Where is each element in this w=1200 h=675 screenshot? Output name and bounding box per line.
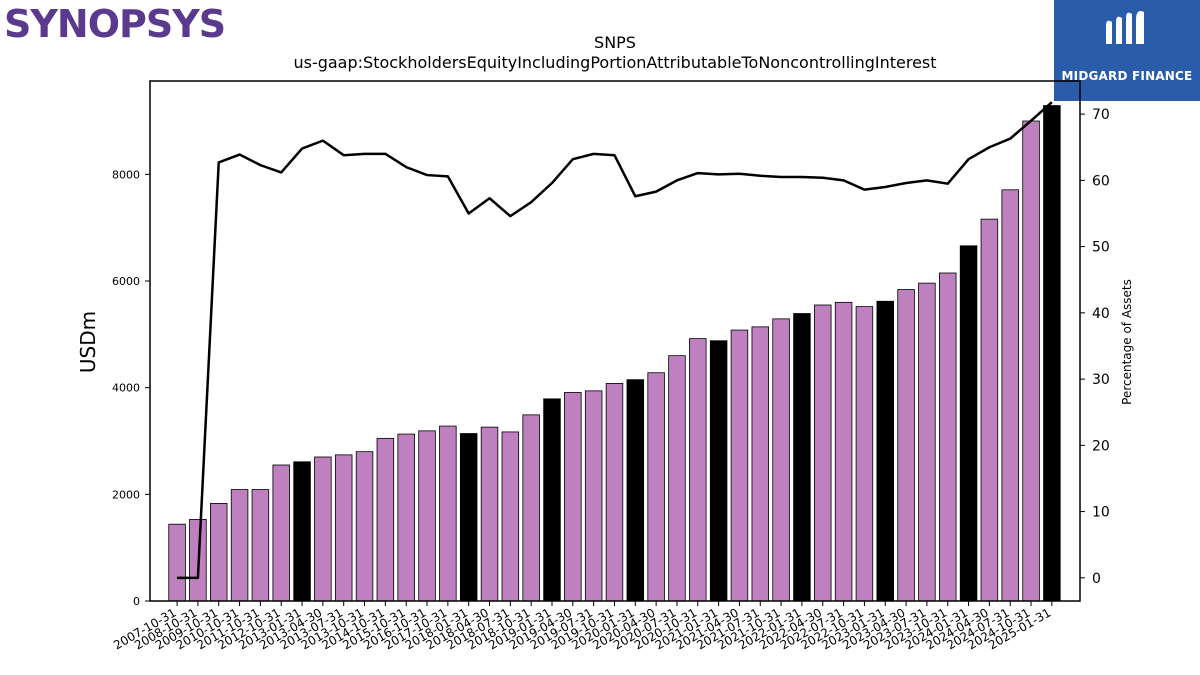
bar-2022-07-31 [834, 301, 853, 602]
bar-2019-07-31 [584, 390, 603, 602]
bar-2022-01-31 [793, 313, 811, 602]
y-tick-label: 4000 [112, 382, 140, 395]
midgard-logo-text: MIDGARD FINANCE [1061, 69, 1193, 83]
bar-2009-10-31 [210, 502, 228, 602]
bar-2013-10-31 [355, 451, 374, 602]
midgard-logo-mark-icon [1104, 11, 1146, 50]
bar-2023-04-30 [897, 289, 915, 602]
y2-axis-label: Percentage of Assets [1120, 279, 1134, 405]
bar-2024-07-31 [1001, 189, 1019, 602]
bar-2012-10-31 [272, 464, 290, 602]
bar-2022-10-31 [855, 306, 874, 602]
bar-2025-01-31 [1043, 105, 1061, 602]
synopsys-logo: SYNOPSYS [4, 2, 226, 46]
bar-2018-07-31 [501, 431, 520, 602]
plot-frame [149, 80, 1081, 602]
bar-2013-01-31 [293, 461, 311, 602]
bar-2020-10-31 [689, 338, 707, 602]
chart-subtitle: us-gaap:StockholdersEquityIncludingPorti… [293, 53, 936, 72]
bar-2013-07-31 [334, 454, 353, 602]
bar-2021-07-31 [751, 326, 770, 602]
bar-2018-01-31 [459, 433, 478, 602]
bar-2017-10-31 [439, 425, 457, 602]
bar-2018-10-31 [522, 414, 540, 602]
bar-2022-04-30 [814, 304, 832, 602]
bar-2019-04-30 [564, 392, 582, 602]
y2-tick-label: 10 [1092, 505, 1110, 521]
y2-tick-label: 40 [1092, 306, 1110, 322]
y2-tick-label: 30 [1092, 372, 1110, 388]
bar-2020-01-31 [626, 379, 645, 602]
bar-2024-04-30 [980, 218, 999, 602]
y2-tick-label: 60 [1092, 173, 1110, 189]
y-tick-label: 0 [133, 595, 140, 608]
bar-2010-10-31 [230, 489, 249, 602]
midgard-finance-logo: MIDGARD FINANCE [1054, 0, 1200, 101]
y2-tick-label: 0 [1092, 571, 1101, 587]
bar-2021-01-31 [709, 340, 728, 602]
bar-2016-10-31 [418, 430, 436, 602]
y2-tick-label: 20 [1092, 438, 1110, 454]
synopsys-logo-text: SYNOPSYS [4, 2, 226, 46]
y-tick-label: 2000 [112, 488, 140, 501]
bar-2020-07-31 [668, 355, 686, 602]
bar-2021-04-30 [730, 329, 749, 602]
bar-2023-10-31 [939, 272, 957, 602]
bar-2024-10-31 [1022, 120, 1040, 602]
bar-2023-01-31 [876, 300, 894, 602]
y-tick-label: 6000 [112, 275, 140, 288]
y2-tick-label: 70 [1092, 107, 1110, 123]
bar-2007-10-31 [168, 523, 186, 602]
bar-2024-01-31 [959, 245, 978, 602]
bar-2015-10-31 [397, 433, 415, 602]
y-axis-label: USDm [76, 311, 100, 373]
bar-2021-10-31 [772, 318, 790, 602]
bar-2018-04-30 [480, 426, 499, 602]
chart-title: SNPS [594, 33, 636, 52]
bar-2019-01-31 [543, 398, 561, 602]
bar-2023-07-31 [918, 282, 936, 602]
y-tick-label: 8000 [112, 168, 140, 181]
bar-2011-10-31 [251, 489, 270, 602]
bar-2020-04-30 [647, 372, 665, 602]
bar-2019-10-31 [605, 382, 624, 602]
bar-2014-10-31 [376, 437, 395, 602]
bar-2013-04-30 [314, 456, 332, 602]
y2-tick-label: 50 [1092, 240, 1110, 256]
